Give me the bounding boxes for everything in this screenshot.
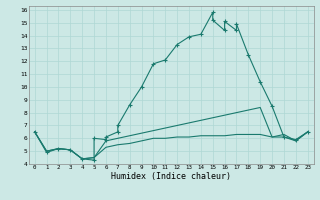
X-axis label: Humidex (Indice chaleur): Humidex (Indice chaleur) bbox=[111, 172, 231, 181]
